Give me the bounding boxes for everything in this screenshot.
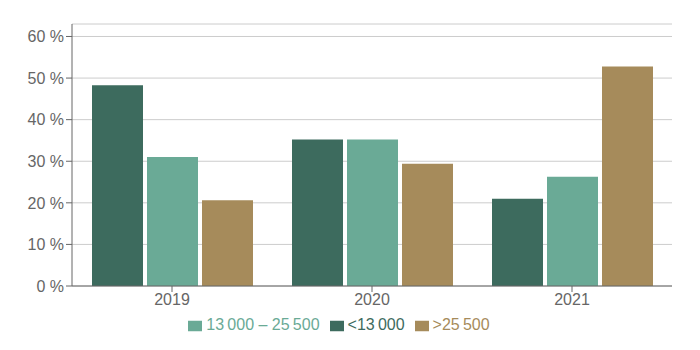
- svg-text:2021: 2021: [554, 291, 590, 308]
- html-text:<13 000: <13 000: [347, 316, 405, 333]
- svg-text:60 %: 60 %: [28, 28, 64, 45]
- svg-text:0 %: 0 %: [36, 278, 64, 295]
- svg-text:50 %: 50 %: [28, 70, 64, 87]
- html-text:13 000 – 25 500: 13 000 – 25 500: [206, 316, 320, 333]
- html-text:>25 500: >25 500: [432, 316, 490, 333]
- svg-text:20 %: 20 %: [28, 195, 64, 212]
- svg-text:30 %: 30 %: [28, 153, 64, 170]
- svg-text:2019: 2019: [154, 291, 190, 308]
- svg-text:2020: 2020: [354, 291, 390, 308]
- svg-text:10 %: 10 %: [28, 236, 64, 253]
- svg-text:40 %: 40 %: [28, 111, 64, 128]
